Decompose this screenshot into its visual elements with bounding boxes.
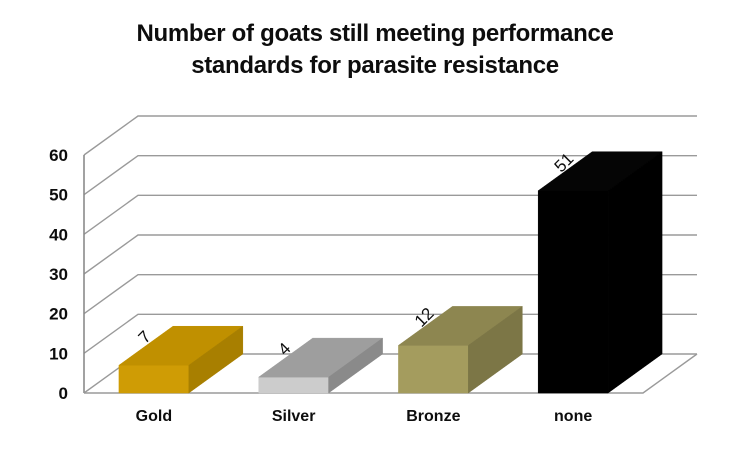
- x-axis-tick-label: Bronze: [406, 408, 460, 425]
- y-axis-tick-label: 10: [49, 344, 68, 363]
- chart-title: Number of goats still meeting performanc…: [0, 18, 750, 82]
- bars-layer: [118, 151, 663, 394]
- grid-layer: [83, 115, 697, 394]
- bar-side-face: [607, 151, 663, 394]
- y-axis-tick-label: 60: [49, 146, 68, 165]
- x-axis-tick-label: none: [554, 408, 592, 425]
- x-axis-tick-label: Gold: [136, 408, 172, 425]
- y-axis-tick-label: 30: [49, 265, 68, 284]
- y-axis-tick-label: 20: [49, 305, 68, 324]
- bar-side-face: [188, 325, 244, 394]
- bar-silver[interactable]: [257, 337, 384, 394]
- bar-gold[interactable]: [118, 325, 244, 394]
- x-axis-tick-labels: Gold Silver Bronze none: [136, 408, 593, 425]
- gridline: [83, 273, 697, 315]
- gridline: [83, 234, 697, 275]
- chart-title-line-1: Number of goats still meeting performanc…: [136, 20, 614, 47]
- x-axis-tick-label: Silver: [272, 408, 316, 425]
- y-axis-tick-label: 0: [59, 384, 68, 403]
- bar-front-face: [537, 190, 609, 394]
- bar-front-face: [258, 376, 329, 394]
- bar-front-face: [398, 345, 469, 394]
- bar-side-face: [328, 337, 383, 394]
- chart-title-line-2: standards for parasite resistance: [191, 52, 559, 79]
- bar-side-face: [468, 305, 523, 394]
- bar-front-face: [118, 364, 190, 394]
- bar-bronze[interactable]: [397, 305, 524, 394]
- gridline: [83, 194, 697, 235]
- gridline: [83, 154, 697, 196]
- y-axis-tick-label: 50: [49, 186, 68, 205]
- gridline: [83, 115, 697, 156]
- y-axis-tick-label: 40: [49, 225, 68, 244]
- bar-none[interactable]: [537, 151, 663, 394]
- y-axis-tick-labels: 0 10 20 30 40 50 60: [49, 146, 68, 403]
